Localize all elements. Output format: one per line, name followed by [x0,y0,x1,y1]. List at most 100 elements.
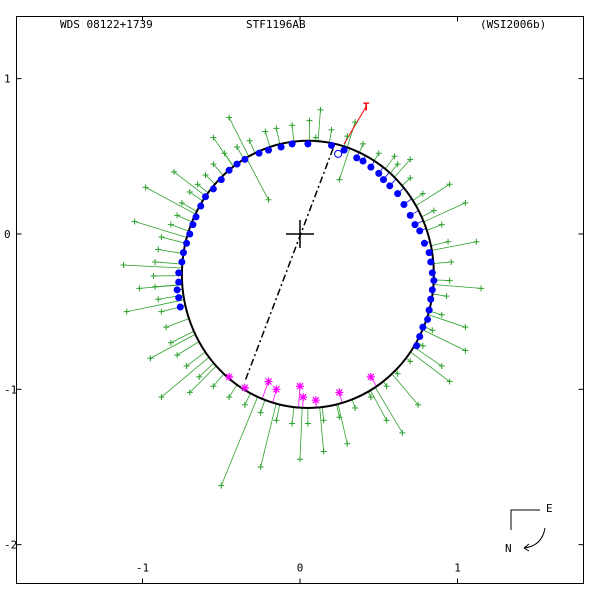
micrometric-residual-36 [351,399,356,409]
speckle-point-16 [179,249,187,257]
micrometric-point-31 [273,417,280,424]
micrometric-point-22 [163,324,170,331]
micrometric-residual-63 [150,333,196,359]
micrometric-point-53 [375,150,382,157]
micrometric-point-14 [167,221,174,228]
micrometric-point-60 [131,218,138,225]
speckle-point-14 [186,230,194,238]
micrometric-residual-16 [158,249,184,255]
micrometric-point-16 [155,246,162,253]
micrometric-residual-53 [373,152,380,162]
micrometric-residual-80 [338,148,351,180]
speckle-point-42 [427,295,435,303]
micrometric-point-65 [218,482,225,489]
micrometric-residual-79 [245,157,269,200]
micrometric-point-46 [448,258,455,265]
micrometric-residual-86 [422,329,466,351]
micrometric-residual-82 [346,122,356,148]
speckle-point-35 [416,227,424,235]
other-point-2 [272,385,281,394]
compass-axes [510,509,540,530]
speckle-point-44 [424,315,432,323]
speckle-point-20 [173,286,181,294]
micrometric-residual-11 [189,191,203,202]
periastron-line [343,106,367,145]
micrometric-residual-84 [374,387,403,434]
micrometric-residual-50 [412,193,424,201]
micrometric-point-64 [158,394,165,401]
speckle-point-36 [420,239,428,247]
speckle-point-1 [288,140,296,148]
micrometric-residual-25 [186,351,206,367]
micrometric-residual-88 [145,187,196,215]
residual-lines [123,109,482,486]
micrometric-residual-15 [161,236,186,244]
micrometric-residual-12 [181,202,197,212]
micrometric-point-40 [407,358,414,365]
speckle-point-31 [394,190,402,198]
x-tick-label-0: -1 [136,562,149,575]
micrometric-point-44 [443,293,450,300]
compass-north-label: N [505,542,512,555]
micrometric-point-25 [183,363,190,370]
micrometric-point-0 [317,106,324,113]
speckle-point-17 [178,258,186,266]
speckle-point-26 [359,157,367,165]
speckle-point-23 [328,141,335,149]
micrometric-residual-26 [198,362,215,378]
micrometric-point-11 [186,189,193,196]
micrometric-point-34 [320,417,327,424]
micrometric-point-43 [438,311,445,318]
periastron-marker: T [363,101,370,114]
other-point-4 [299,393,308,402]
micrometric-residual-81 [228,117,250,157]
micrometric-residual-67 [299,407,303,460]
micrometric-residual-52 [389,163,398,174]
micrometric-point-13 [174,212,181,219]
y-tick-label-1: 0 [4,228,11,241]
speckle-point-27 [367,163,375,171]
micrometric-residual-85 [410,351,450,382]
speckle-point-29 [379,176,387,184]
micrometric-point-3 [273,125,280,132]
speckle-point-0 [304,140,312,148]
micrometric-residual-62 [126,299,185,313]
other-point-7 [366,372,375,381]
micrometric-point-30 [257,409,264,416]
micrometric-point-45 [446,277,453,284]
speckle-point-34 [411,221,419,229]
other-point-6 [335,388,344,397]
micrometric-point-81 [226,114,233,121]
micrometric-residual-27 [213,373,225,387]
primary-star-group [286,219,314,248]
micrometric-point-67 [297,456,303,463]
line-of-nodes-group [244,148,334,382]
other-residual-1 [261,381,269,399]
primary-star-cross [286,219,314,248]
other-point-1 [264,377,273,386]
micrometric-point-76 [462,199,469,206]
micrometric-point-62 [123,308,130,315]
micrometric-point-15 [158,234,165,241]
micrometric-point-84 [399,429,406,436]
other-point-0 [225,372,234,381]
micrometric-point-83 [186,389,193,396]
micrometric-residual-23 [170,330,195,344]
other-point-8 [240,383,249,392]
micrometric-residual-54 [359,143,364,153]
speckle-point-12 [192,213,200,221]
speckle-point-38 [427,258,435,266]
micrometric-point-52 [394,161,401,168]
micrometric-point-88 [142,184,149,191]
micrometric-point-54 [360,140,366,147]
micrometric-point-9 [202,171,209,178]
other-point-5 [311,396,320,405]
micrometric-point-85 [446,378,453,385]
micrometric-residual-77 [415,183,450,207]
micrometric-residual-73 [427,314,466,328]
micrometric-residual-72 [413,346,442,367]
micrometric-residual-31 [275,404,281,421]
micrometric-point-78 [391,153,398,160]
micrometric-point-7 [221,150,228,157]
